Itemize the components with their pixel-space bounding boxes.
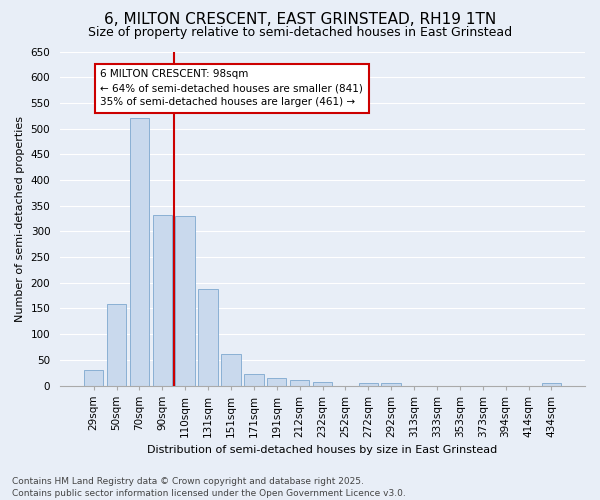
Bar [175,216,195,386]
Bar [542,383,561,386]
Text: Size of property relative to semi-detached houses in East Grinstead: Size of property relative to semi-detach… [88,26,512,39]
Bar [107,304,126,386]
Bar [359,383,378,386]
Bar [130,118,149,386]
Bar [244,374,263,386]
Bar [267,378,286,386]
Bar [84,370,103,386]
Bar [152,215,172,386]
Text: Contains HM Land Registry data © Crown copyright and database right 2025.
Contai: Contains HM Land Registry data © Crown c… [12,476,406,498]
Text: 6 MILTON CRESCENT: 98sqm
← 64% of semi-detached houses are smaller (841)
35% of : 6 MILTON CRESCENT: 98sqm ← 64% of semi-d… [100,70,364,108]
Text: 6, MILTON CRESCENT, EAST GRINSTEAD, RH19 1TN: 6, MILTON CRESCENT, EAST GRINSTEAD, RH19… [104,12,496,28]
Y-axis label: Number of semi-detached properties: Number of semi-detached properties [15,116,25,322]
Bar [382,383,401,386]
Bar [221,354,241,386]
Bar [199,289,218,386]
X-axis label: Distribution of semi-detached houses by size in East Grinstead: Distribution of semi-detached houses by … [148,445,497,455]
Bar [313,382,332,386]
Bar [290,380,310,386]
